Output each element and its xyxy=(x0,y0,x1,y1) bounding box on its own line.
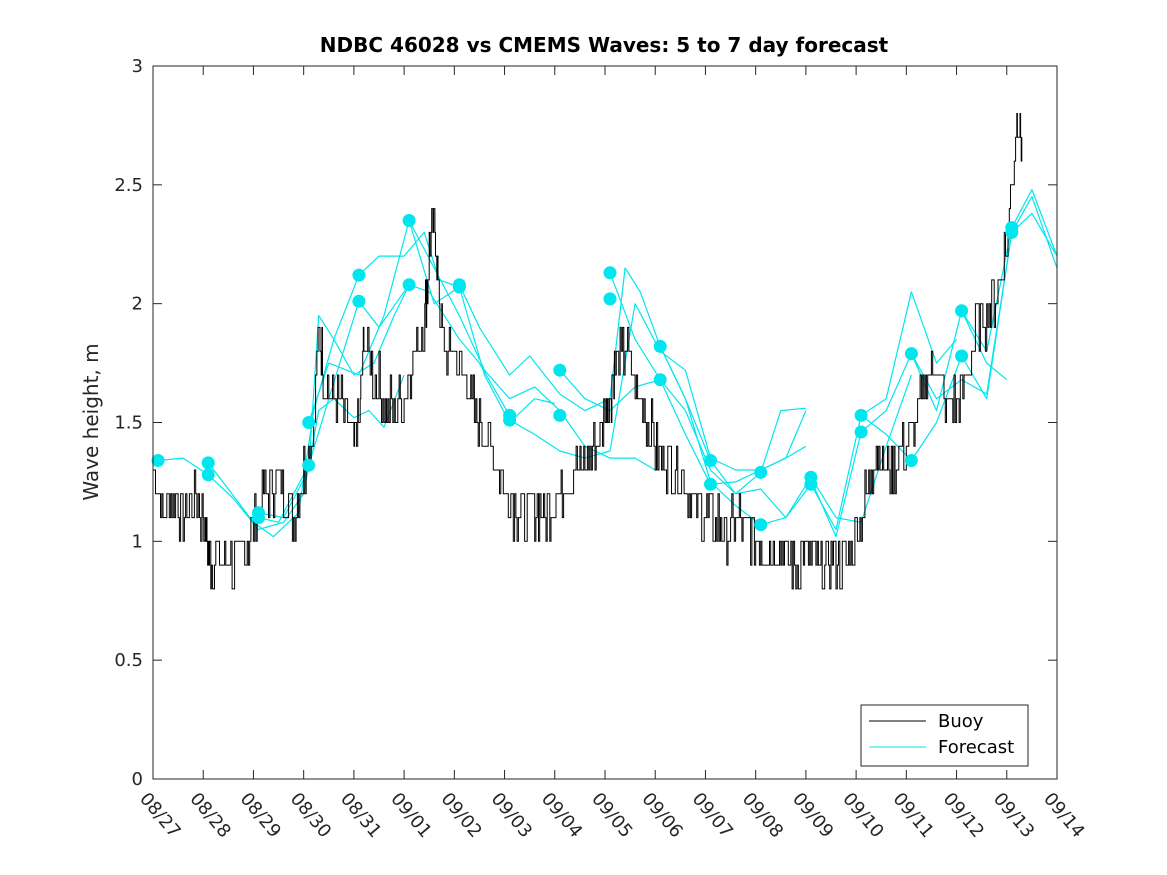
forecast-start-marker xyxy=(151,454,165,467)
x-tick-label: 08/30 xyxy=(286,789,335,842)
x-tick-label: 09/05 xyxy=(587,789,636,842)
legend-buoy-label: Buoy xyxy=(938,711,984,732)
x-tick-label: 09/08 xyxy=(738,789,787,842)
forecast-series-line xyxy=(408,220,656,471)
forecast-start-marker xyxy=(352,268,366,282)
x-tick-label: 09/03 xyxy=(487,789,536,842)
forecast-series-line xyxy=(609,272,806,495)
forecast-start-marker xyxy=(302,416,316,429)
forecast-start-marker xyxy=(1005,225,1019,239)
forecast-series-line xyxy=(308,219,555,424)
forecast-start-marker xyxy=(854,425,868,439)
forecast-start-marker xyxy=(704,477,717,491)
x-tick-label: 09/07 xyxy=(688,789,737,842)
legend: Buoy Forecast xyxy=(860,704,1029,767)
forecast-start-marker xyxy=(653,339,667,353)
forecast-start-marker xyxy=(653,373,667,387)
x-tick-label: 08/28 xyxy=(185,789,234,842)
x-tick-label: 09/06 xyxy=(637,789,686,842)
x-tick-label: 08/29 xyxy=(236,789,285,842)
forecast-start-marker xyxy=(452,280,466,294)
forecast-start-marker xyxy=(754,465,768,479)
y-tick-label: 2.5 xyxy=(114,175,143,196)
buoy-series-line xyxy=(153,113,1023,590)
legend-forecast-label: Forecast xyxy=(938,737,1014,758)
x-tick-label: 08/27 xyxy=(135,789,184,842)
y-tick-label: 1.5 xyxy=(114,413,143,434)
y-tick-label: 0 xyxy=(132,769,143,790)
y-tick-label: 1 xyxy=(132,531,143,552)
forecast-start-marker xyxy=(402,278,416,292)
y-tick-label: 0.5 xyxy=(114,650,143,671)
forecast-series-line xyxy=(710,291,958,531)
buoy-layer xyxy=(153,113,1023,590)
forecast-start-marker xyxy=(553,363,567,377)
forecast-start-marker xyxy=(503,413,517,427)
x-tick-label: 09/04 xyxy=(537,789,586,842)
forecast-start-marker xyxy=(252,511,265,525)
forecast-start-marker xyxy=(352,294,366,308)
forecast-start-marker xyxy=(804,477,818,491)
y-axis: 0 0.5 1 1.5 2 2.5 3 xyxy=(114,56,1057,790)
y-tick-label: 2 xyxy=(132,294,143,315)
y-tick-label: 3 xyxy=(132,56,143,77)
forecast-start-marker xyxy=(553,408,567,422)
x-tick-label: 09/01 xyxy=(386,789,435,842)
x-tick-label: 09/14 xyxy=(1039,789,1088,842)
forecast-start-marker xyxy=(854,408,868,422)
x-tick-label: 09/02 xyxy=(437,789,486,842)
x-tick-label: 09/10 xyxy=(838,789,887,842)
forecast-start-marker xyxy=(904,454,918,467)
x-tick-label: 09/09 xyxy=(788,789,837,842)
forecast-start-marker xyxy=(904,347,918,361)
forecast-start-marker xyxy=(754,518,768,532)
forecast-series-line xyxy=(207,284,410,538)
legend-box xyxy=(860,704,1029,767)
x-tick-label: 09/13 xyxy=(989,789,1038,842)
x-tick-label: 08/31 xyxy=(336,789,385,842)
forecast-start-marker xyxy=(955,304,969,318)
y-axis-label: Wave height, m xyxy=(79,343,103,500)
forecast-start-marker xyxy=(201,468,215,482)
x-tick-label: 09/11 xyxy=(889,789,938,842)
forecast-series-line xyxy=(559,369,807,485)
forecast-start-marker xyxy=(302,458,316,472)
forecast-start-marker xyxy=(955,349,969,363)
forecast-start-marker xyxy=(603,266,617,280)
chart-title: NDBC 46028 vs CMEMS Waves: 5 to 7 day fo… xyxy=(320,33,889,57)
x-tick-label: 09/12 xyxy=(939,789,988,842)
forecast-start-marker xyxy=(402,214,416,227)
marker-layer xyxy=(151,214,1019,532)
forecast-start-marker xyxy=(201,456,215,470)
forecast-start-marker xyxy=(603,292,617,306)
forecast-start-marker xyxy=(704,454,717,467)
forecast-series-line xyxy=(910,212,1057,400)
